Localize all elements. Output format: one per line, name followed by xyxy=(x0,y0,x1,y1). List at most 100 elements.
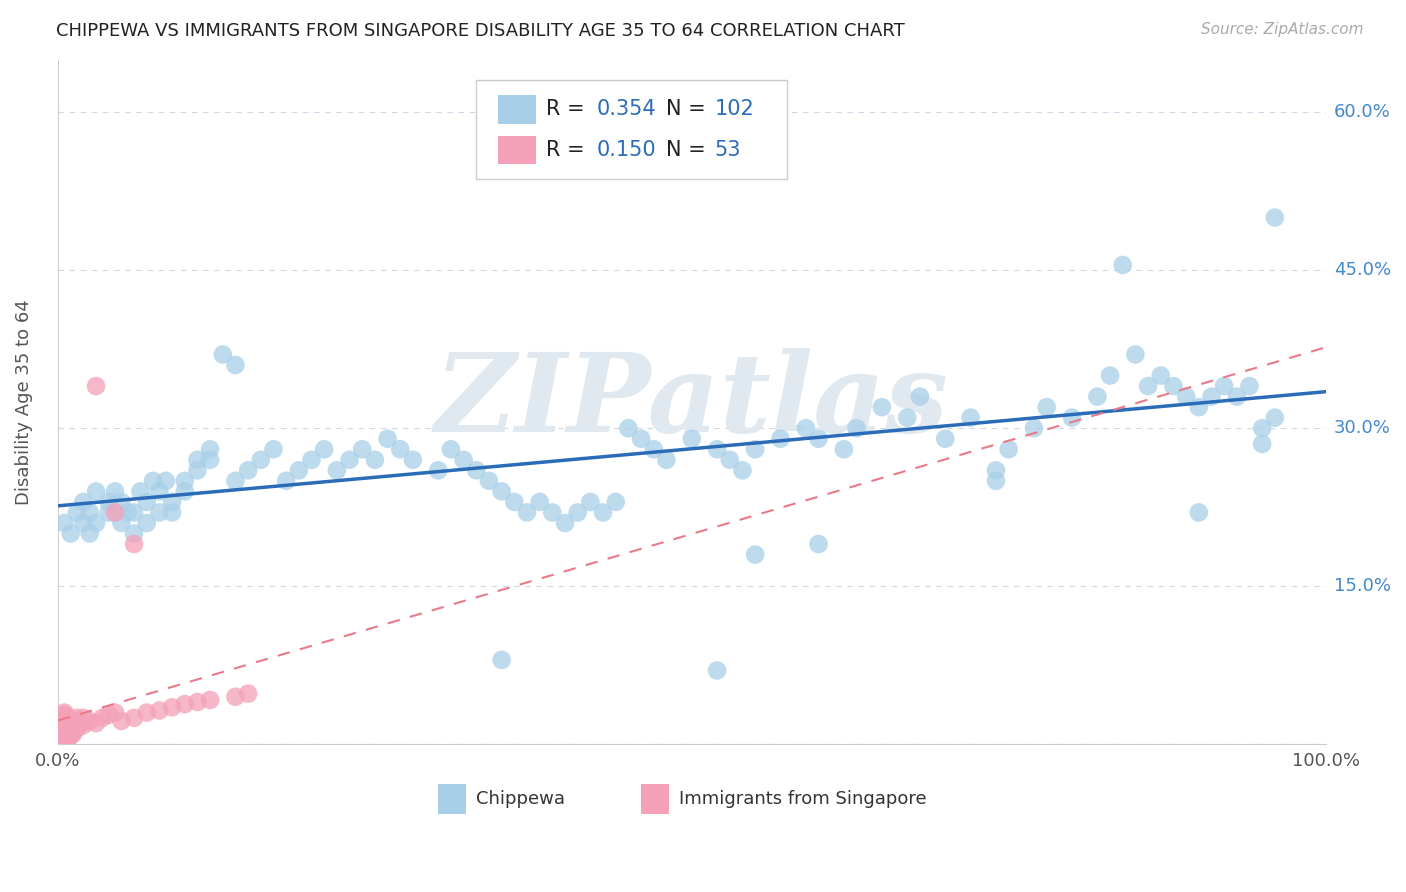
Point xyxy=(186,452,208,467)
Point xyxy=(122,526,145,541)
Text: 102: 102 xyxy=(714,99,755,120)
Point xyxy=(1188,400,1211,414)
Point xyxy=(1035,400,1057,414)
Text: R =: R = xyxy=(546,99,592,120)
Point xyxy=(104,506,127,520)
Point xyxy=(53,729,76,743)
Point xyxy=(59,526,82,541)
Point xyxy=(59,712,82,726)
Bar xyxy=(641,783,669,814)
Point xyxy=(236,687,259,701)
Point xyxy=(148,703,170,717)
Point xyxy=(198,452,221,467)
Point xyxy=(122,537,145,551)
Text: CHIPPEWA VS IMMIGRANTS FROM SINGAPORE DISABILITY AGE 35 TO 64 CORRELATION CHART: CHIPPEWA VS IMMIGRANTS FROM SINGAPORE DI… xyxy=(56,22,905,40)
Point xyxy=(135,706,157,720)
Point xyxy=(706,664,728,678)
Point xyxy=(997,442,1019,457)
Point xyxy=(66,506,89,520)
Point xyxy=(389,442,412,457)
Point xyxy=(53,731,76,745)
Point xyxy=(491,653,513,667)
Point xyxy=(56,726,79,740)
Point xyxy=(364,452,387,467)
Point xyxy=(807,537,830,551)
Point xyxy=(427,463,450,477)
Point xyxy=(807,432,830,446)
Point xyxy=(706,442,728,457)
Point xyxy=(491,484,513,499)
Point xyxy=(630,432,652,446)
Y-axis label: Disability Age 35 to 64: Disability Age 35 to 64 xyxy=(15,299,32,505)
Point xyxy=(541,506,564,520)
Point xyxy=(66,711,89,725)
Point xyxy=(643,442,665,457)
Point xyxy=(72,516,94,530)
Point xyxy=(84,516,107,530)
Point xyxy=(53,720,76,734)
Point xyxy=(453,452,475,467)
Point xyxy=(91,711,114,725)
Point xyxy=(66,722,89,736)
Point xyxy=(53,710,76,724)
Point xyxy=(984,463,1007,477)
Point xyxy=(53,733,76,747)
Point xyxy=(186,695,208,709)
Point xyxy=(53,722,76,736)
Point xyxy=(744,548,766,562)
Point xyxy=(53,516,76,530)
Point xyxy=(377,432,399,446)
Point xyxy=(908,390,931,404)
Point xyxy=(53,724,76,739)
Point xyxy=(122,711,145,725)
Text: ZIPatlas: ZIPatlas xyxy=(434,348,949,456)
Point xyxy=(870,400,893,414)
Text: N =: N = xyxy=(666,140,713,160)
Point xyxy=(529,495,551,509)
Point xyxy=(135,516,157,530)
Point xyxy=(104,706,127,720)
Point xyxy=(148,484,170,499)
Text: 15.0%: 15.0% xyxy=(1334,577,1391,595)
Point xyxy=(122,506,145,520)
Point xyxy=(1125,347,1147,361)
Point xyxy=(1226,390,1249,404)
Point xyxy=(959,410,981,425)
Bar xyxy=(498,136,536,164)
Point xyxy=(567,506,589,520)
Point xyxy=(643,105,665,120)
Point xyxy=(465,463,488,477)
Bar xyxy=(498,95,536,124)
Point xyxy=(53,726,76,740)
Bar xyxy=(439,783,467,814)
Point xyxy=(236,463,259,477)
Point xyxy=(72,718,94,732)
Point xyxy=(160,506,183,520)
Text: 0.150: 0.150 xyxy=(596,140,657,160)
Point xyxy=(142,474,165,488)
Point xyxy=(53,707,76,722)
Point xyxy=(72,495,94,509)
Point xyxy=(516,506,538,520)
Text: Chippewa: Chippewa xyxy=(477,790,565,808)
Point xyxy=(1264,410,1286,425)
Point xyxy=(53,735,76,749)
Point xyxy=(155,474,177,488)
Point xyxy=(53,737,76,751)
Point xyxy=(84,484,107,499)
Point xyxy=(896,410,918,425)
Point xyxy=(718,452,741,467)
Point xyxy=(211,347,233,361)
Point xyxy=(478,474,501,488)
Point xyxy=(129,484,152,499)
Point xyxy=(1251,437,1274,451)
Point xyxy=(97,495,120,509)
Point xyxy=(173,484,195,499)
Point xyxy=(655,452,678,467)
Point xyxy=(1022,421,1045,435)
Point xyxy=(79,506,101,520)
Point xyxy=(72,711,94,725)
Point xyxy=(198,693,221,707)
Point xyxy=(314,442,336,457)
Point xyxy=(1150,368,1173,383)
